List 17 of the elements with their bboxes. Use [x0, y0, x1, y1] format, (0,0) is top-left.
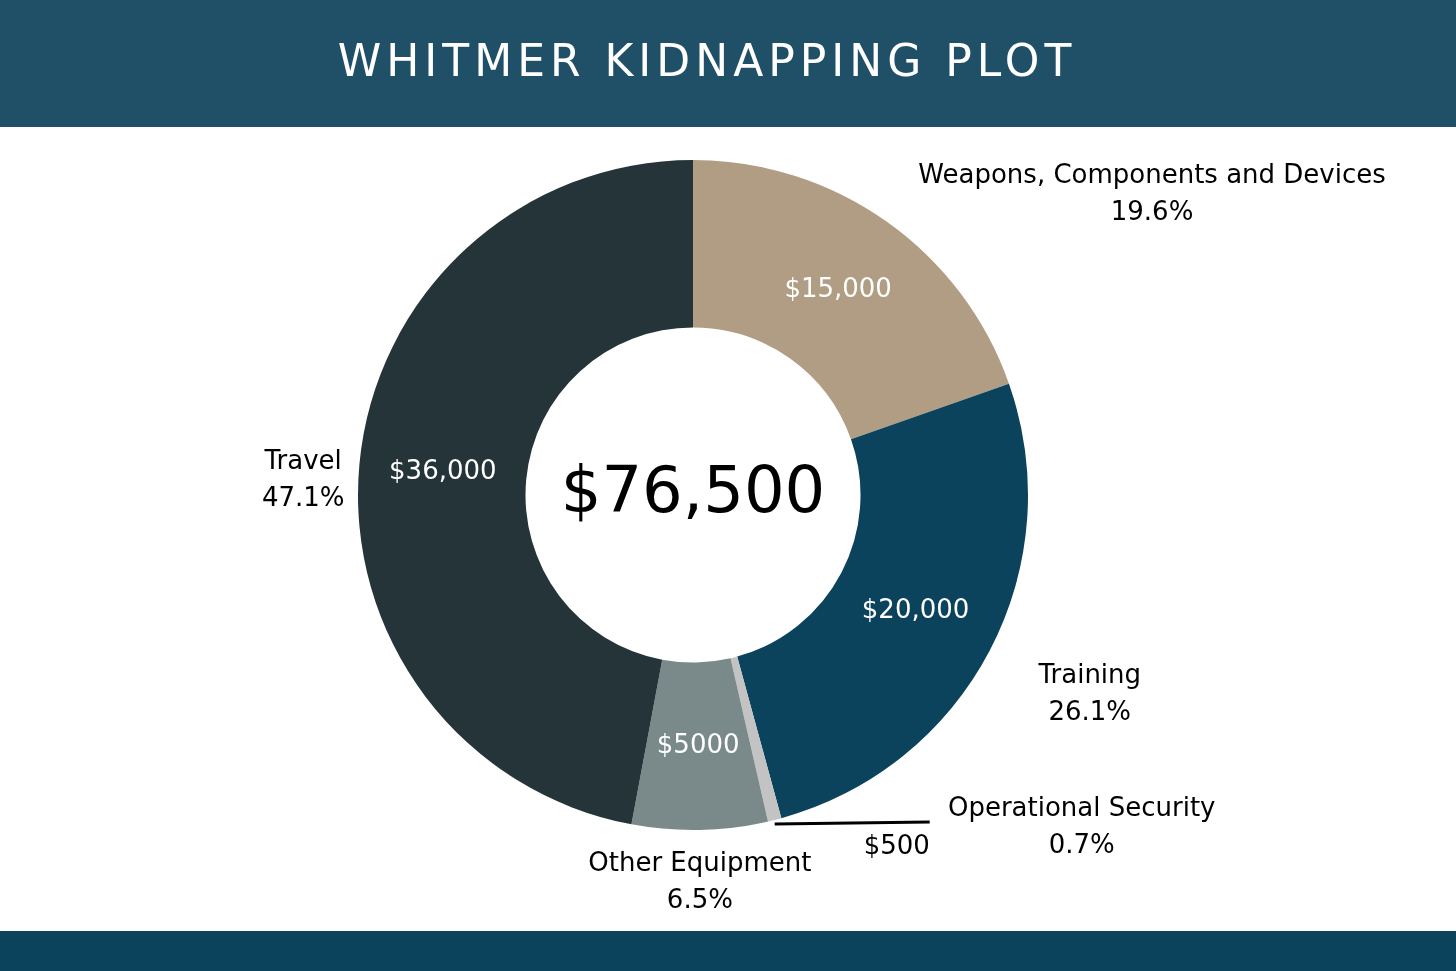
data-label: $15,000 — [784, 272, 892, 303]
slice-label: Training — [1037, 658, 1142, 689]
text: $76,500 — [560, 452, 826, 527]
data-label: $36,000 — [389, 454, 497, 485]
data-label: $500 — [863, 829, 930, 860]
text: 47.1% — [261, 482, 345, 513]
slice-label: Travel — [263, 445, 342, 476]
text: 0.7% — [1048, 828, 1115, 859]
slice-label: Operational Security — [947, 791, 1216, 822]
chart-title: WHITMER KIDNAPPING PLOT — [336, 34, 1078, 88]
slice-label: Weapons, Components and Devices — [918, 159, 1386, 190]
slice-label: Other Equipment — [588, 846, 812, 877]
text: 6.5% — [666, 883, 733, 914]
text: 26.1% — [1048, 695, 1132, 726]
data-label: $5000 — [656, 728, 740, 759]
data-label: $20,000 — [861, 594, 970, 625]
text: 19.6% — [1110, 196, 1194, 227]
